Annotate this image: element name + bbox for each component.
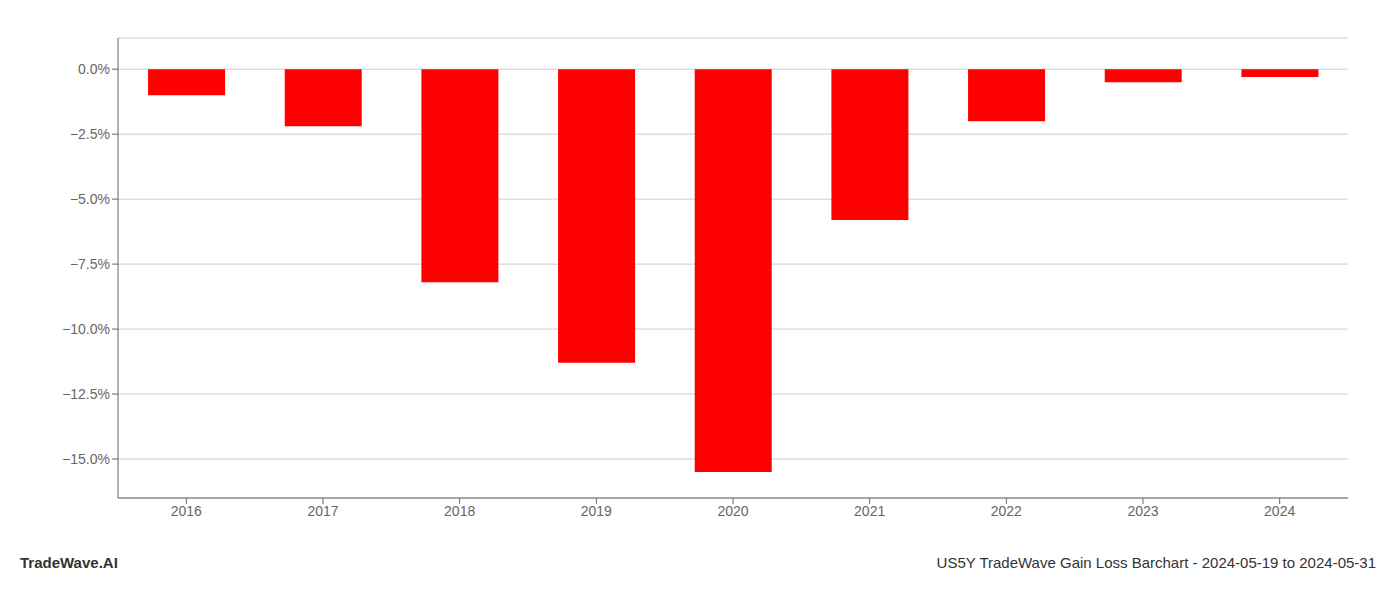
svg-text:−12.5%: −12.5% xyxy=(62,386,110,402)
svg-text:−5.0%: −5.0% xyxy=(70,191,110,207)
svg-text:2024: 2024 xyxy=(1264,503,1295,519)
html-text:TradeWave.AI: TradeWave.AI xyxy=(20,554,118,571)
svg-text:2020: 2020 xyxy=(717,503,748,519)
svg-text:2019: 2019 xyxy=(581,503,612,519)
svg-text:−7.5%: −7.5% xyxy=(70,256,110,272)
svg-text:−10.0%: −10.0% xyxy=(62,321,110,337)
svg-text:0.0%: 0.0% xyxy=(78,61,110,77)
svg-text:2017: 2017 xyxy=(307,503,338,519)
svg-text:−2.5%: −2.5% xyxy=(70,126,110,142)
html-text:US5Y TradeWave Gain Loss Barch: US5Y TradeWave Gain Loss Barchart - 2024… xyxy=(936,554,1376,571)
svg-text:2023: 2023 xyxy=(1127,503,1158,519)
svg-text:2022: 2022 xyxy=(991,503,1022,519)
svg-text:2018: 2018 xyxy=(444,503,475,519)
svg-text:2021: 2021 xyxy=(854,503,885,519)
svg-text:−15.0%: −15.0% xyxy=(62,451,110,467)
svg-text:2016: 2016 xyxy=(171,503,202,519)
